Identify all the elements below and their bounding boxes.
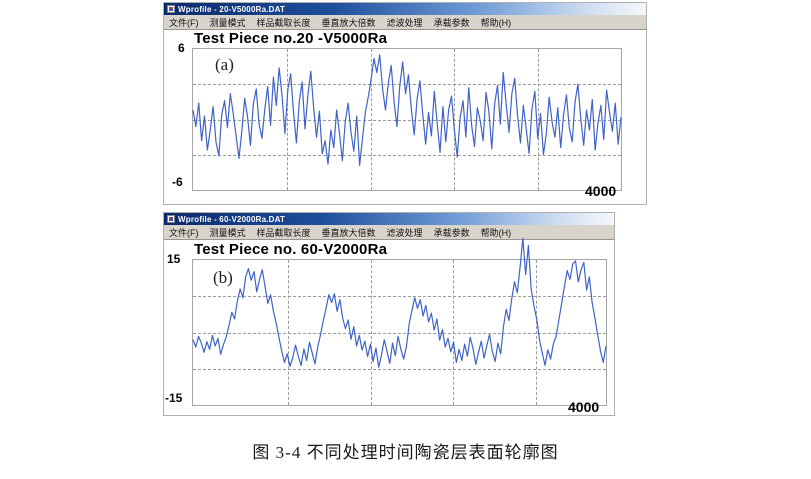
horizontal-gridline <box>193 154 621 156</box>
title-bar[interactable]: Wprofile - 60-V2000Ra.DAT <box>164 213 614 225</box>
y-axis-min-label-b: -15 <box>165 391 183 405</box>
x-axis-max-label-b: 4000 <box>568 399 600 415</box>
y-axis-max-label-b: 15 <box>167 252 181 266</box>
vertical-gridline <box>287 49 289 190</box>
menu-item-vertical-magnification[interactable]: 垂直放大倍数 <box>321 17 376 28</box>
vertical-gridline <box>370 49 372 190</box>
chart-title-a: Test Piece no.20 -V5000Ra <box>194 30 388 47</box>
menu-item-vertical-magnification[interactable]: 垂直放大倍数 <box>321 227 376 238</box>
menu-item-file[interactable]: 文件(F) <box>169 227 199 238</box>
horizontal-gridline <box>193 332 606 334</box>
y-axis-max-label-a: 6 <box>178 41 185 55</box>
chart-title-b: Test Piece no. 60-V2000Ra <box>194 241 388 258</box>
menu-bar: 文件(F) 测量模式 样品截取长度 垂直放大倍数 滤波处理 承载参数 帮助(H) <box>164 225 614 240</box>
vertical-gridline <box>287 260 289 405</box>
y-axis-min-label-a: -6 <box>172 175 183 189</box>
app-icon[interactable] <box>167 215 175 223</box>
vertical-gridline <box>537 49 539 190</box>
menu-item-filter-processing[interactable]: 滤波处理 <box>386 227 423 238</box>
app-icon[interactable] <box>167 5 175 13</box>
menu-item-filter-processing[interactable]: 滤波处理 <box>386 17 423 28</box>
menu-item-bearing-parameters[interactable]: 承载参数 <box>433 227 470 238</box>
menu-item-help[interactable]: 帮助(H) <box>480 17 512 28</box>
horizontal-gridline <box>193 296 606 298</box>
vertical-gridline <box>370 260 372 405</box>
menu-item-measure-mode[interactable]: 测量模式 <box>209 17 246 28</box>
menu-item-measure-mode[interactable]: 测量模式 <box>209 227 246 238</box>
vertical-gridline <box>535 260 537 405</box>
profile-line-chart-a <box>193 49 621 190</box>
horizontal-gridline <box>193 119 621 121</box>
wprofile-window-b: Wprofile - 60-V2000Ra.DAT 文件(F) 测量模式 样品截… <box>163 212 615 416</box>
vertical-gridline <box>453 260 455 405</box>
horizontal-gridline <box>193 368 606 370</box>
panel-label-a: (a) <box>215 55 234 74</box>
wprofile-window-a: Wprofile - 20-V5000Ra.DAT 文件(F) 测量模式 样品截… <box>163 2 647 205</box>
profile-line-chart-b <box>193 260 606 405</box>
title-bar[interactable]: Wprofile - 20-V5000Ra.DAT <box>164 3 646 15</box>
profile-plot-b: (b) <box>192 259 607 406</box>
vertical-gridline <box>454 49 456 190</box>
menu-bar: 文件(F) 测量模式 样品截取长度 垂直放大倍数 滤波处理 承载参数 帮助(H) <box>164 15 646 30</box>
figure-caption: 图 3-4 不同处理时间陶瓷层表面轮廓图 <box>252 443 559 462</box>
menu-item-sample-length[interactable]: 样品截取长度 <box>256 227 311 238</box>
menu-item-file[interactable]: 文件(F) <box>169 17 199 28</box>
menu-item-sample-length[interactable]: 样品截取长度 <box>256 17 311 28</box>
window-title: Wprofile - 20-V5000Ra.DAT <box>178 4 286 14</box>
window-title: Wprofile - 60-V2000Ra.DAT <box>178 214 286 224</box>
menu-item-bearing-parameters[interactable]: 承载参数 <box>433 17 470 28</box>
panel-label-b: (b) <box>213 268 233 287</box>
profile-plot-a: (a) <box>192 48 622 191</box>
x-axis-max-label-a: 4000 <box>585 183 617 199</box>
menu-item-help[interactable]: 帮助(H) <box>480 227 512 238</box>
